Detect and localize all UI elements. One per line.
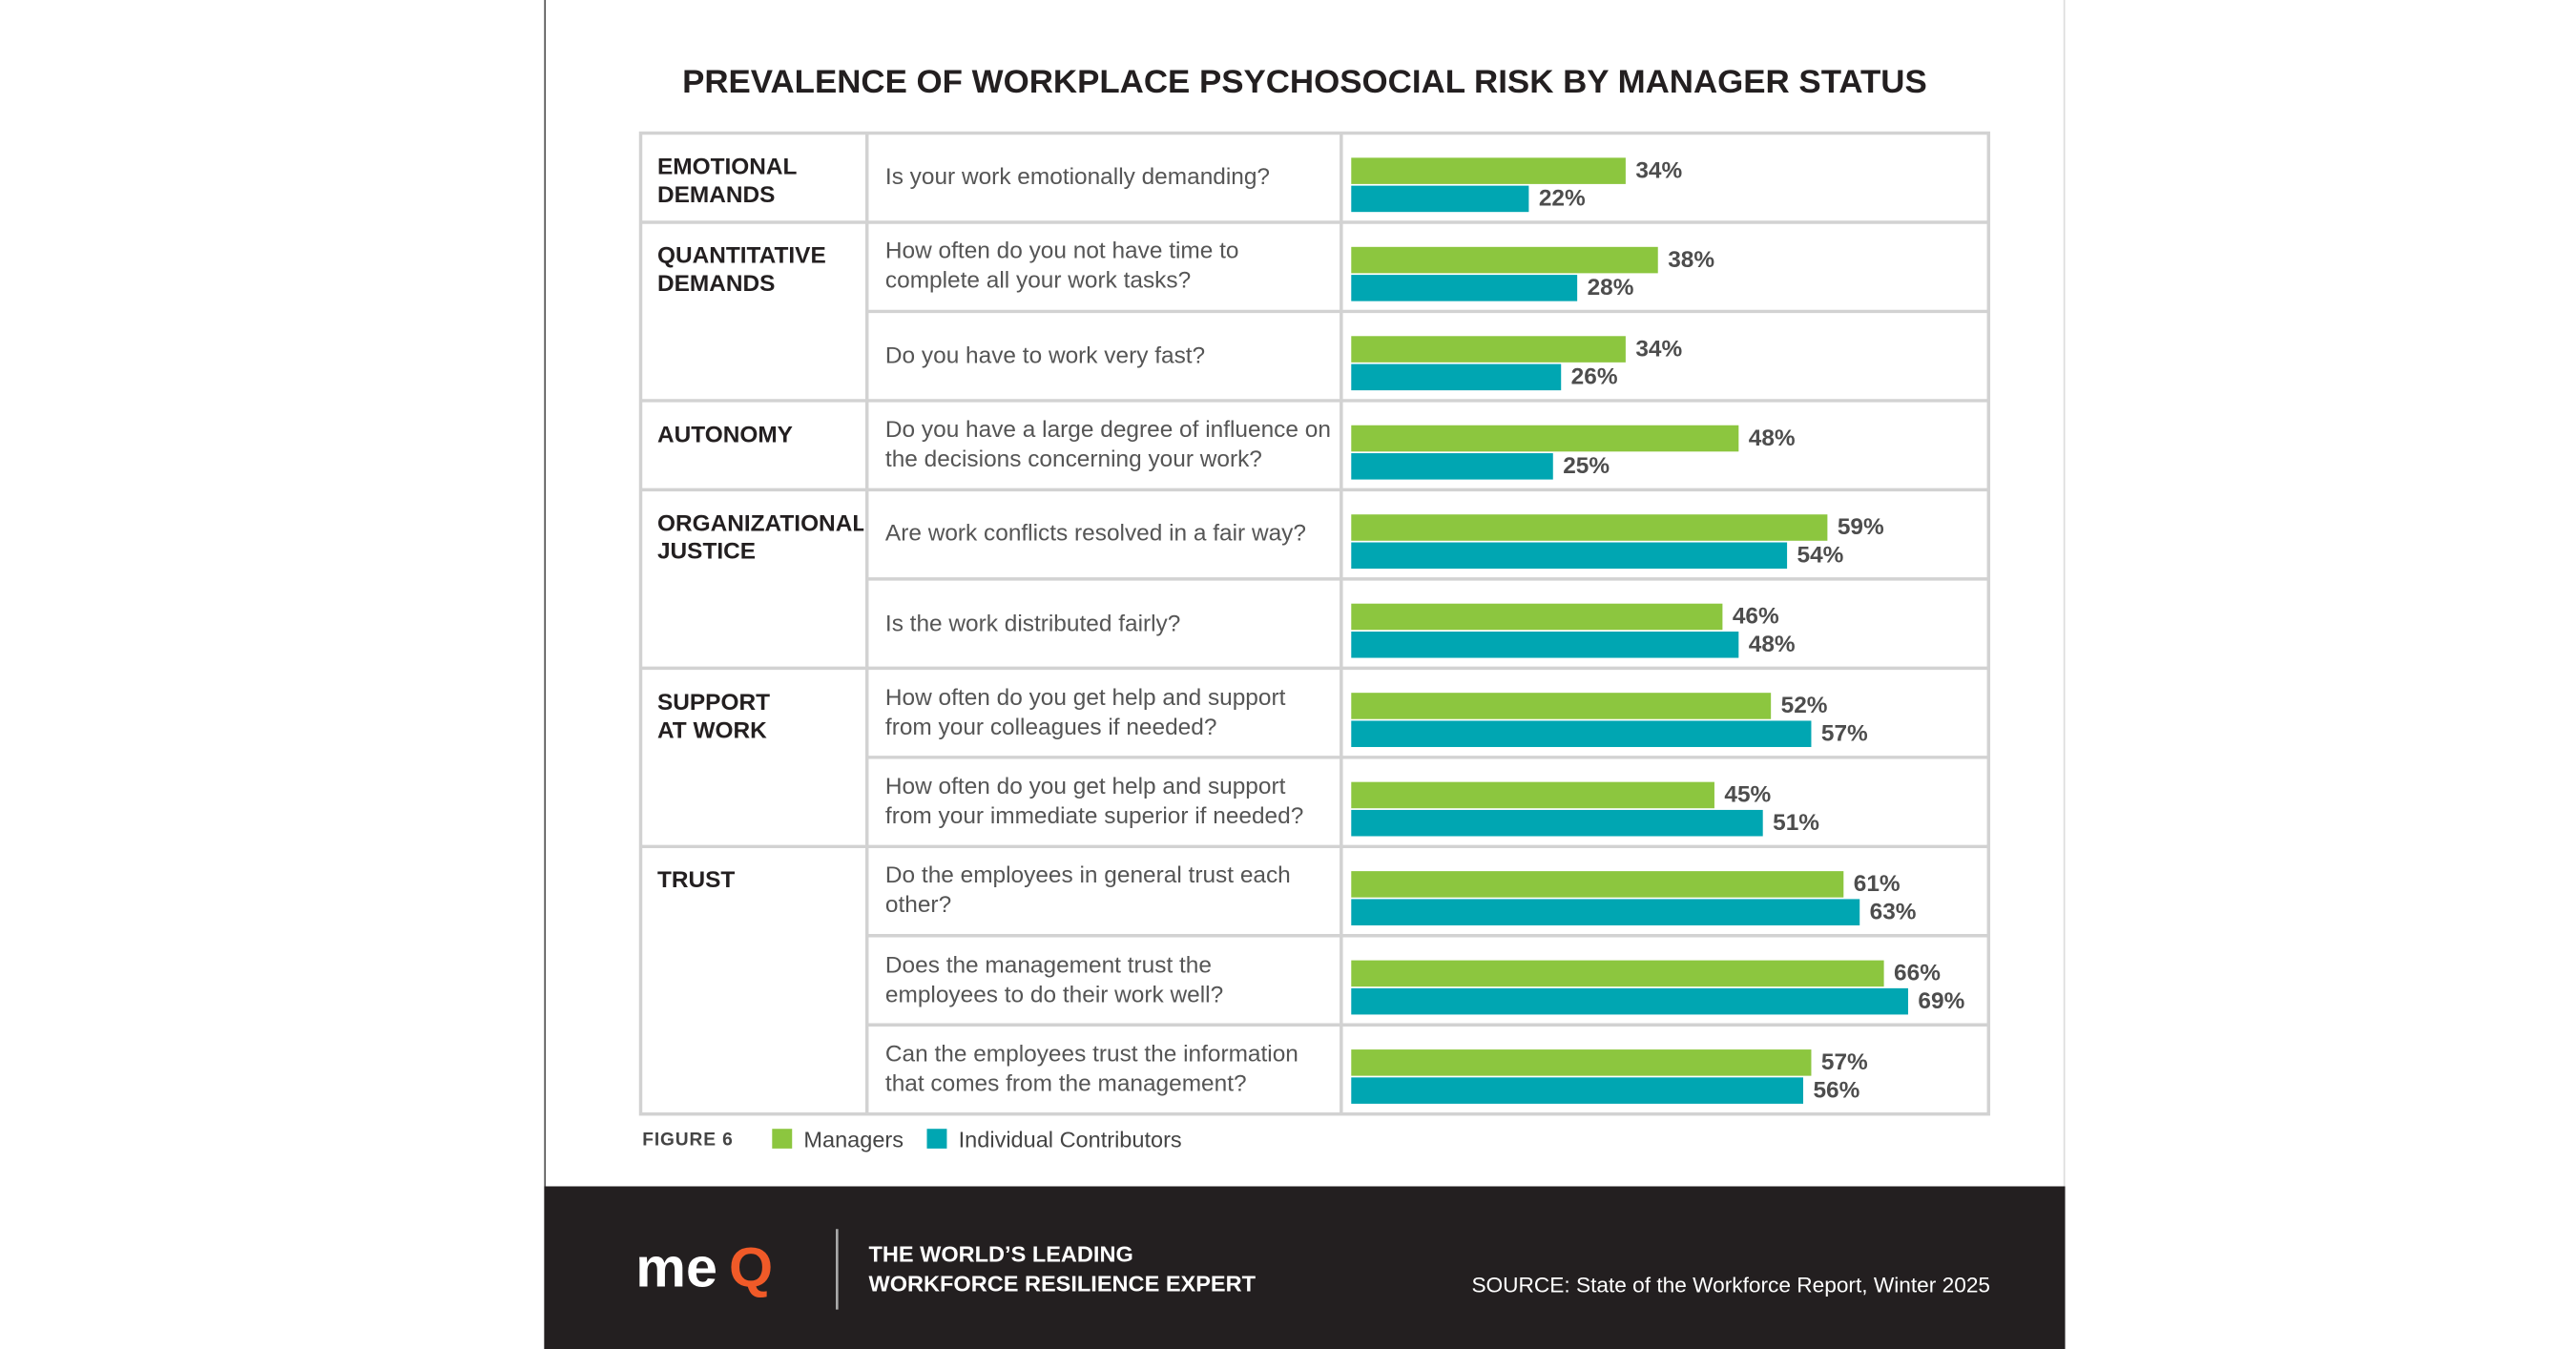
group-label-box: AUTONOMY	[656, 420, 793, 447]
source: SOURCE: State of the Workforce Report, W…	[1471, 1274, 1990, 1297]
question-box: How often do you get help and support fr…	[884, 683, 1286, 739]
value-label: 66%	[1894, 961, 1941, 986]
group-label: EMOTIONAL DEMANDS	[656, 153, 798, 208]
bar	[1351, 960, 1884, 987]
value-label: 26%	[1571, 364, 1618, 390]
logo: me	[635, 1237, 717, 1299]
question-box: Is the work distributed fairly?	[884, 609, 1181, 635]
bar	[1351, 693, 1772, 719]
value-label: 46%	[1733, 604, 1779, 630]
bar	[1351, 336, 1626, 363]
value-label: 57%	[1821, 721, 1868, 747]
tagline: THE WORLD’S LEADING WORKFORCE RESILIENCE…	[868, 1242, 1257, 1297]
group-label: SUPPORT AT WORK	[656, 687, 771, 742]
value-label: 34%	[1635, 336, 1682, 362]
bar	[1351, 603, 1723, 631]
value-label: 54%	[1797, 543, 1844, 569]
value-label: 59%	[1838, 514, 1884, 540]
bar	[1351, 899, 1860, 925]
bar	[1351, 453, 1553, 480]
figure-label: FIGURE 6	[642, 1130, 733, 1150]
question-box: How often do you not have time to comple…	[884, 237, 1239, 294]
value-label: 61%	[1854, 871, 1901, 897]
value-label: 57%	[1821, 1049, 1868, 1075]
question: How often do you get help and support fr…	[884, 683, 1286, 739]
group-label-box: TRUST	[656, 865, 736, 893]
value-label: 51%	[1773, 810, 1819, 836]
value-label: 45%	[1724, 782, 1771, 808]
value-label: 63%	[1870, 900, 1917, 925]
group-label: TRUST	[656, 865, 736, 893]
value-label: 28%	[1588, 275, 1634, 301]
bar	[1351, 809, 1763, 837]
question: How often do you get help and support fr…	[884, 772, 1304, 829]
bar	[1351, 542, 1788, 570]
bar	[1351, 514, 1828, 541]
question: Do you have to work very fast?	[884, 341, 1206, 368]
question: Can the employees trust the information …	[884, 1039, 1298, 1096]
logo-accent: Q	[729, 1237, 773, 1299]
legend-label: Individual Contributors	[959, 1127, 1182, 1152]
value-label: 22%	[1539, 186, 1586, 212]
bar	[1351, 720, 1812, 748]
question-box: How often do you get help and support fr…	[884, 772, 1304, 829]
tagline-box: THE WORLD’S LEADING WORKFORCE RESILIENCE…	[868, 1242, 1257, 1297]
group-label: ORGANIZATIONAL JUSTICE	[656, 509, 864, 564]
group-label-box: QUANTITATIVE DEMANDS	[656, 241, 826, 297]
bar	[1351, 987, 1908, 1015]
question-box: Can the employees trust the information …	[884, 1039, 1298, 1096]
group-label: AUTONOMY	[656, 420, 793, 447]
group-label: QUANTITATIVE DEMANDS	[656, 241, 826, 297]
question: Is the work distributed fairly?	[884, 609, 1181, 635]
chart-title: PREVALENCE OF WORKPLACE PSYCHOSOCIAL RIS…	[682, 64, 1927, 100]
footer-band	[544, 1186, 2066, 1349]
bar	[1351, 157, 1626, 184]
value-label: 52%	[1781, 693, 1828, 718]
question-box: Do the employees in general trust each o…	[884, 861, 1291, 918]
legend-swatch	[926, 1129, 947, 1149]
bar	[1351, 363, 1562, 391]
value-label: 48%	[1749, 632, 1796, 657]
group-label-box: EMOTIONAL DEMANDS	[656, 153, 798, 208]
value-label: 25%	[1563, 453, 1610, 479]
table-frame	[638, 131, 1991, 1116]
bar	[1351, 425, 1739, 452]
value-label: 48%	[1749, 425, 1796, 451]
bar	[1351, 871, 1844, 898]
group-label-box: SUPPORT AT WORK	[656, 687, 771, 742]
value-label: 38%	[1668, 247, 1714, 273]
bar	[1351, 275, 1578, 301]
group-label-box: ORGANIZATIONAL JUSTICE	[656, 509, 864, 564]
value-label: 34%	[1635, 157, 1682, 183]
legend-swatch	[772, 1129, 793, 1149]
question-box: Does the management trust the employees …	[884, 950, 1224, 1007]
question: Are work conflicts resolved in a fair wa…	[884, 519, 1306, 547]
legend-label: Managers	[803, 1127, 904, 1152]
value-label: 69%	[1918, 988, 1964, 1014]
question: Is your work emotionally demanding?	[884, 162, 1271, 190]
bar	[1351, 1077, 1803, 1104]
question: Do you have a large degree of influence …	[884, 415, 1331, 472]
bar	[1351, 185, 1529, 213]
question: Do the employees in general trust each o…	[884, 861, 1291, 918]
question-box: Do you have to work very fast?	[884, 341, 1206, 368]
question-box: Are work conflicts resolved in a fair wa…	[884, 519, 1306, 547]
question-box: Do you have a large degree of influence …	[884, 415, 1331, 472]
bar	[1351, 631, 1739, 658]
bar	[1351, 1049, 1812, 1076]
question-box: Is your work emotionally demanding?	[884, 162, 1271, 190]
bar	[1351, 246, 1658, 274]
question: Does the management trust the employees …	[884, 950, 1224, 1007]
value-label: 56%	[1813, 1077, 1859, 1103]
question: How often do you not have time to comple…	[884, 237, 1239, 294]
bar	[1351, 781, 1714, 809]
